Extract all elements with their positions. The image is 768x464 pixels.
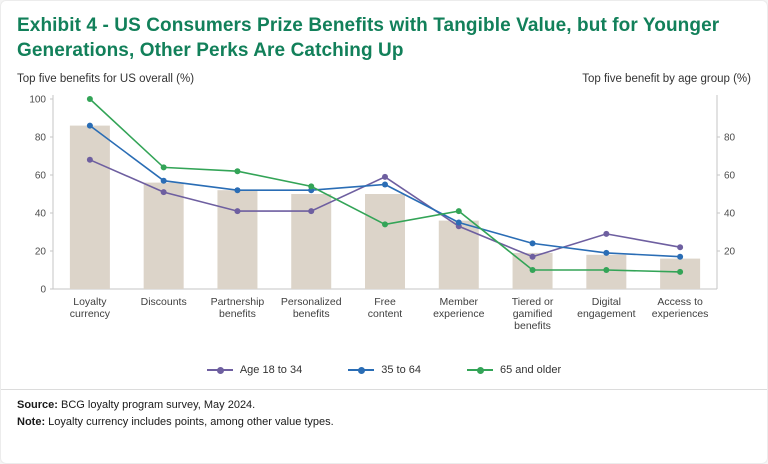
left-tick-label: 0 bbox=[40, 285, 46, 296]
left-tick-label: 20 bbox=[35, 247, 47, 258]
data-point bbox=[603, 267, 610, 274]
left-tick-label: 40 bbox=[35, 209, 47, 220]
data-point bbox=[234, 168, 241, 175]
data-point bbox=[455, 219, 462, 226]
note-note: Note: Loyalty currency includes points, … bbox=[17, 415, 334, 428]
left-axis-caption: Top five benefits for US overall (%) bbox=[17, 73, 195, 86]
data-point bbox=[160, 177, 167, 184]
right-tick-label: 20 bbox=[724, 247, 736, 258]
category-label: Tiered or gamified benefits bbox=[512, 296, 554, 332]
right-axis-caption: Top five benefit by age group (%) bbox=[582, 73, 751, 86]
data-point bbox=[455, 208, 462, 215]
data-point bbox=[160, 164, 167, 171]
data-point bbox=[529, 240, 536, 247]
legend-item-age-18-34: Age 18 to 34 bbox=[206, 364, 303, 377]
data-point bbox=[603, 250, 610, 257]
bar bbox=[217, 190, 258, 290]
data-point bbox=[234, 208, 241, 215]
legend-item-35-64: 35 to 64 bbox=[348, 364, 421, 376]
right-tick-label: 60 bbox=[724, 171, 736, 182]
footer-notes: Source: BCG loyalty program survey, May … bbox=[17, 397, 751, 430]
data-point bbox=[382, 181, 388, 188]
legend-marker-icon bbox=[348, 366, 375, 375]
footer-divider bbox=[1, 389, 767, 391]
category-label: Member experience bbox=[433, 296, 485, 320]
data-point bbox=[234, 187, 241, 194]
right-tick-label: 80 bbox=[724, 133, 736, 144]
source-note: Source: BCG loyalty program survey, May … bbox=[17, 399, 256, 412]
legend-marker-icon bbox=[466, 366, 493, 375]
data-point bbox=[308, 183, 315, 190]
data-point bbox=[529, 267, 536, 274]
right-tick-label: 40 bbox=[724, 209, 736, 220]
left-tick-label: 80 bbox=[35, 133, 47, 144]
left-tick-label: 100 bbox=[29, 95, 46, 106]
page-title: Exhibit 4 - US Consumers Prize Benefits … bbox=[17, 15, 720, 62]
category-label: Discounts bbox=[141, 296, 187, 308]
legend-label: 65 and older bbox=[499, 364, 562, 377]
data-point bbox=[603, 231, 610, 238]
bar bbox=[69, 125, 110, 290]
data-point bbox=[677, 269, 684, 276]
category-label: Loyalty currency bbox=[70, 296, 111, 320]
bar bbox=[143, 182, 184, 290]
category-label: Digital engagement bbox=[577, 296, 635, 320]
axis-captions-row: Top five benefits for US overall (%) Top… bbox=[17, 73, 751, 85]
bar bbox=[365, 194, 405, 290]
data-point bbox=[86, 156, 93, 163]
data-point bbox=[160, 189, 167, 196]
category-label: Partnership benefits bbox=[211, 296, 265, 320]
data-point bbox=[529, 253, 536, 260]
data-point bbox=[382, 174, 388, 181]
category-label: Free content bbox=[368, 296, 403, 320]
bar bbox=[438, 220, 479, 290]
data-point bbox=[86, 96, 93, 103]
data-point bbox=[86, 122, 93, 129]
data-point bbox=[382, 221, 388, 228]
legend-label: Age 18 to 34 bbox=[239, 364, 303, 377]
chart-svg: 0 20 40 60 80 100 20 40 60 80 Loyalty currency Disco… bbox=[29, 95, 736, 333]
category-label: Access to experiences bbox=[652, 296, 709, 320]
legend-marker-icon bbox=[206, 366, 233, 375]
left-tick-label: 60 bbox=[35, 171, 47, 182]
chart-area: 0 20 40 60 80 100 20 40 60 80 Loyalty currency Disco… bbox=[17, 87, 753, 355]
category-label: Personalized benefits bbox=[281, 296, 342, 320]
data-point bbox=[308, 208, 315, 215]
data-point bbox=[677, 253, 684, 260]
legend-item-65-older: 65 and older bbox=[466, 364, 562, 377]
data-point bbox=[677, 244, 684, 251]
chart-legend: Age 18 to 34 35 to 64 65 and older bbox=[17, 359, 751, 381]
legend-label: 35 to 64 bbox=[381, 364, 421, 377]
